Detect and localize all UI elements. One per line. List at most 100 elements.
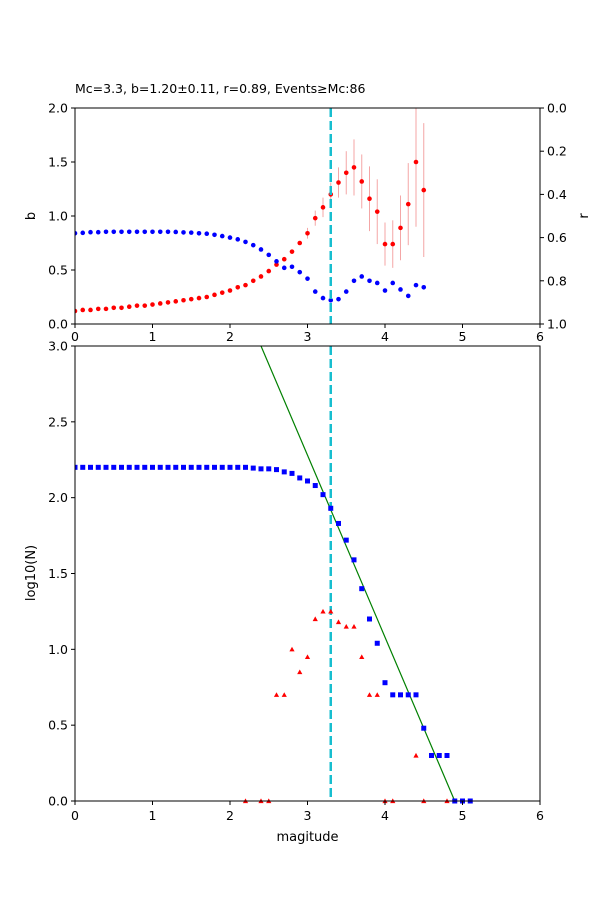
cumulative-count-point [351,557,357,563]
r-value-point [281,265,287,271]
r-value-point [95,229,101,235]
b-value-point [157,301,163,306]
bottom-y-label: log10(N) [24,545,39,601]
b-value-point [305,230,310,236]
noncumulative-count-point [343,623,349,629]
r-value-point [405,293,411,299]
r-value-point [235,237,241,242]
r-value-point [266,252,272,258]
b-value-point [343,170,349,176]
b-value-point [320,205,326,210]
b-value-point [374,209,380,214]
x-tick-label: 2 [226,808,234,823]
r-value-point [165,229,171,235]
y-right-tick-label: 0.6 [547,230,567,245]
r-value-point [157,229,163,235]
x-tick-label: 5 [459,808,467,823]
cumulative-count-point [429,753,434,758]
noncumulative-count-point [320,608,326,614]
top-y-ticks-right: 0.0 0.2 0.4 0.6 0.8 1.0 [540,101,567,332]
y-tick-label: 2.5 [48,414,68,429]
r-value-point [258,247,264,252]
cumulative-count-point [95,464,101,470]
b-value-point [405,201,411,207]
cumulative-count-point [274,467,279,473]
b-value-point [75,308,78,314]
b-value-point [227,288,233,293]
top-y-label-right: r [577,213,592,219]
cumulative-count-point [413,692,419,698]
r-value-point [359,274,365,279]
r-value-point [188,230,194,235]
b-value-point [281,256,287,262]
r-value-point [173,229,179,235]
x-tick-label: 0 [71,808,79,823]
b-value-point [266,268,272,274]
r-value-point [204,231,210,237]
cumulative-count-point [235,464,241,470]
cumulative-count-point [390,692,396,698]
r-value-point [289,264,295,270]
r-value-point [305,276,310,281]
x-tick-label: 4 [381,329,389,344]
cumulative-count-point [382,680,388,686]
bottom-panel: 0 1 2 3 4 5 6 0.0 0.5 1.0 1.5 2.0 2.5 3.0 magitude l… [24,339,544,846]
b-value-point [95,306,101,312]
cumulative-count-point [181,464,186,470]
r-value-point [227,235,233,240]
y-tick-label: 0.0 [48,794,68,809]
cumulative-count-point [359,586,365,592]
b-value-point [421,187,427,193]
cumulative-count-point [343,537,349,543]
x-tick-label: 2 [226,329,234,344]
r-value-point [374,280,380,286]
b-value-point [103,306,109,312]
r-value-point [382,288,388,293]
noncumulative-count-point [359,654,365,659]
cumulative-count-point [80,464,86,470]
cumulative-count-point [157,464,163,470]
top-y-ticks: 0.0 0.5 1.0 1.5 2.0 [48,101,75,332]
cumulative-count-point [312,483,318,489]
b-value-point [165,300,171,305]
noncumulative-count-point [273,692,280,697]
cumulative-count-point [219,464,225,470]
top-y-label: b [24,212,39,220]
b-value-point [119,305,124,311]
noncumulative-count-point [304,654,311,659]
cumulative-count-point [250,465,256,471]
cumulative-count-point [196,464,202,470]
noncumulative-count-point [312,616,318,622]
b-value-point [204,294,210,300]
x-tick-label: 5 [459,329,467,344]
b-value-point [250,278,256,284]
cumulative-count-point [188,464,194,470]
bottom-x-ticks: 0 1 2 3 4 5 6 [71,801,544,823]
r-value-point [126,229,132,235]
r-value-point [181,230,186,235]
cumulative-count-point [173,464,179,470]
cumulative-count-point [111,464,117,470]
b-value-point [134,303,140,308]
r-value-point [351,278,357,284]
b-value-point [243,282,248,288]
b-value-point [142,303,148,308]
b-value-point [336,180,341,185]
y-tick-label: 2.0 [48,490,68,505]
b-value-point [367,196,372,202]
cumulative-count-point [297,475,303,481]
r-value-point [80,230,86,236]
b-value-point [111,305,117,311]
b-value-point [212,292,217,298]
cumulative-count-point [134,464,140,470]
x-tick-label: 4 [381,808,389,823]
b-value-point [196,295,202,301]
top-x-ticks: 0 1 2 3 4 5 6 [71,324,544,344]
r-value-point [320,295,326,301]
y-right-tick-label: 0.2 [547,144,567,159]
cumulative-count-point [103,464,109,470]
cumulative-count-point [367,616,372,622]
b-value-point [258,274,264,279]
y-right-tick-label: 0.8 [547,273,567,288]
